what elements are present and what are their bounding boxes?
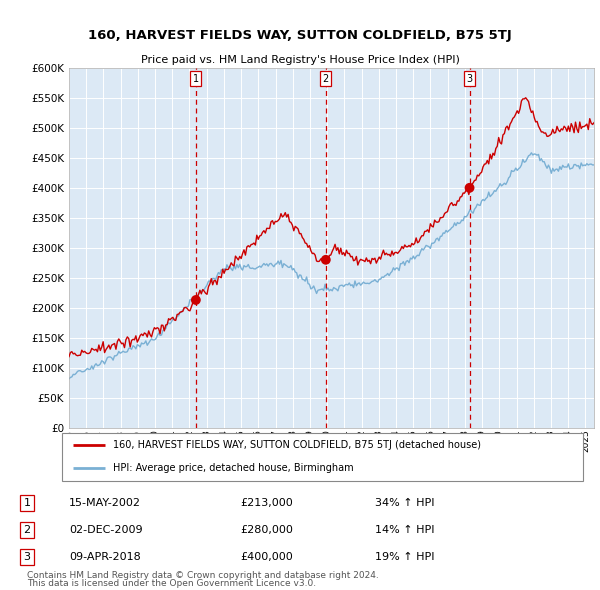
- Text: 19% ↑ HPI: 19% ↑ HPI: [375, 552, 434, 562]
- Point: [465, 183, 475, 192]
- FancyBboxPatch shape: [62, 433, 583, 480]
- Text: This data is licensed under the Open Government Licence v3.0.: This data is licensed under the Open Gov…: [27, 579, 316, 588]
- Point: [321, 255, 331, 264]
- Text: HPI: Average price, detached house, Birmingham: HPI: Average price, detached house, Birm…: [113, 463, 354, 473]
- Text: 3: 3: [23, 552, 31, 562]
- Point: [191, 295, 200, 304]
- Text: 09-APR-2018: 09-APR-2018: [69, 552, 141, 562]
- Text: £280,000: £280,000: [240, 525, 293, 535]
- Text: 34% ↑ HPI: 34% ↑ HPI: [375, 497, 434, 507]
- Text: £400,000: £400,000: [240, 552, 293, 562]
- Text: 1: 1: [193, 74, 199, 84]
- Text: 1: 1: [23, 497, 31, 507]
- Text: 02-DEC-2009: 02-DEC-2009: [69, 525, 143, 535]
- Text: 160, HARVEST FIELDS WAY, SUTTON COLDFIELD, B75 5TJ: 160, HARVEST FIELDS WAY, SUTTON COLDFIEL…: [88, 30, 512, 42]
- Text: 160, HARVEST FIELDS WAY, SUTTON COLDFIELD, B75 5TJ (detached house): 160, HARVEST FIELDS WAY, SUTTON COLDFIEL…: [113, 440, 481, 450]
- Text: 14% ↑ HPI: 14% ↑ HPI: [375, 525, 434, 535]
- Text: Price paid vs. HM Land Registry's House Price Index (HPI): Price paid vs. HM Land Registry's House …: [140, 55, 460, 65]
- Text: 2: 2: [323, 74, 329, 84]
- Text: 15-MAY-2002: 15-MAY-2002: [69, 497, 141, 507]
- Text: Contains HM Land Registry data © Crown copyright and database right 2024.: Contains HM Land Registry data © Crown c…: [27, 571, 379, 581]
- Text: 3: 3: [466, 74, 473, 84]
- Text: £213,000: £213,000: [240, 497, 293, 507]
- Text: 2: 2: [23, 525, 31, 535]
